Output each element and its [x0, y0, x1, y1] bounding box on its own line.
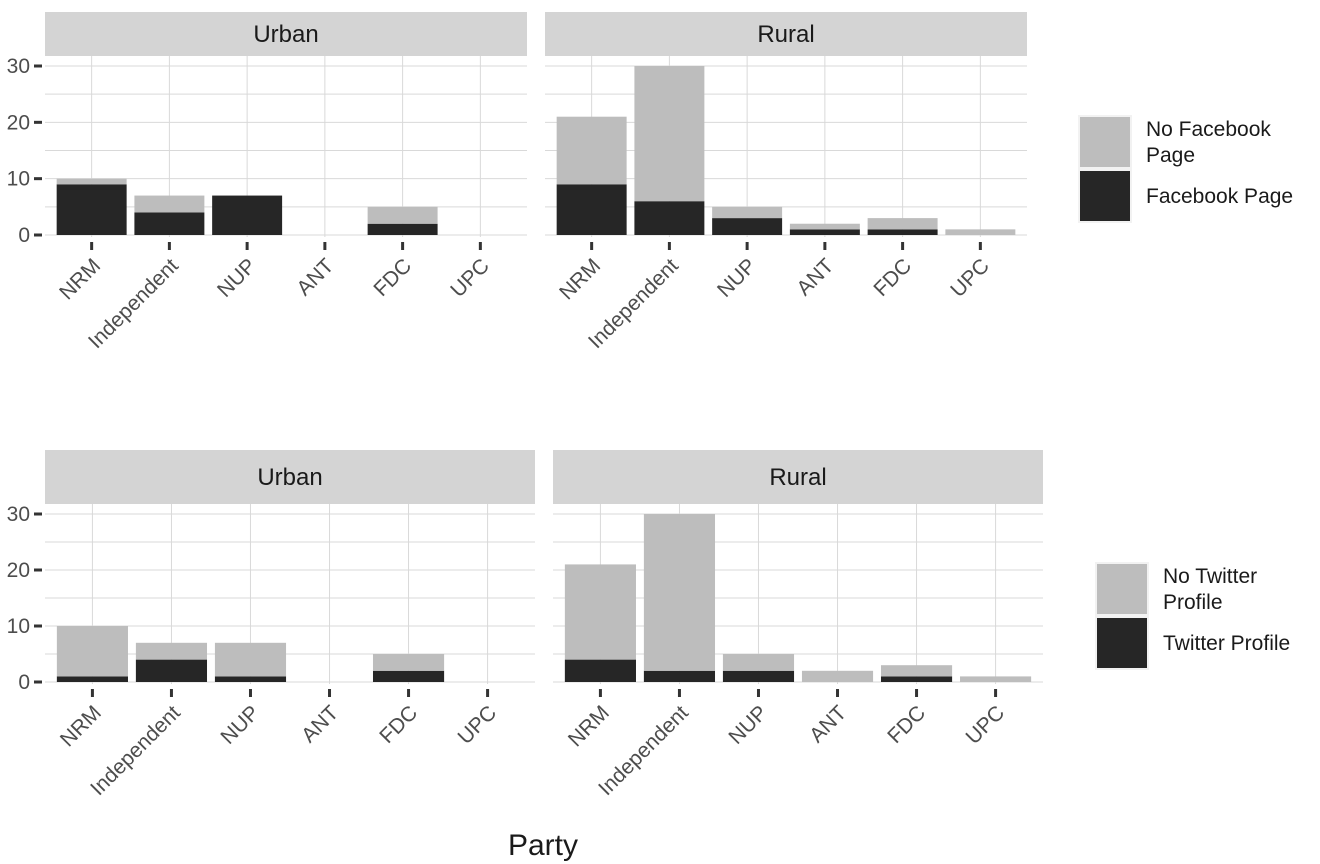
y-tick-label: 20	[7, 559, 30, 582]
bar-segment	[214, 642, 287, 677]
facet-strip	[45, 12, 527, 56]
bar-segment	[367, 223, 438, 235]
legend-label: No Twitter	[1163, 565, 1257, 588]
x-tick-label: NUP	[713, 254, 761, 302]
x-tick-label: FDC	[369, 254, 416, 301]
bar-segment	[789, 223, 860, 230]
x-tick-label: NRM	[555, 254, 605, 304]
bar-segment	[722, 670, 795, 682]
legend: No Facebook Page Facebook Page	[1078, 115, 1293, 223]
bar-segment	[564, 564, 636, 660]
x-axis-label: Party	[508, 829, 578, 862]
bar-segment	[960, 676, 1032, 682]
x-tick-label: NUP	[724, 701, 772, 749]
legend: No Twitter Profile Twitter Profile	[1095, 562, 1290, 670]
x-tick-label: UPC	[946, 254, 994, 302]
x-tick-label: NUP	[213, 254, 261, 302]
x-tick-label: ANT	[292, 254, 338, 300]
bar-segment	[56, 626, 128, 677]
x-tick-label: ANT	[297, 701, 343, 747]
facet-title: Urban	[253, 21, 318, 48]
y-tick-label: 0	[18, 671, 30, 694]
facet-strip	[545, 12, 1027, 56]
bar-segment	[712, 206, 783, 219]
facet-title: Rural	[769, 464, 826, 491]
x-tick-label: NRM	[55, 254, 105, 304]
bar-segment	[56, 676, 128, 682]
legend-label: Facebook Page	[1146, 185, 1293, 208]
bar-segment	[212, 195, 283, 235]
bar-segment	[556, 184, 627, 235]
y-tick-label: 10	[7, 615, 30, 638]
facet-strip	[45, 450, 535, 504]
bar-segment	[135, 642, 208, 660]
bar-segment	[634, 66, 705, 202]
legend-swatch	[1080, 171, 1130, 221]
x-tick-label: ANT	[805, 701, 851, 747]
bar-segment	[712, 218, 783, 235]
x-tick-label: UPC	[446, 254, 494, 302]
bar-segment	[56, 178, 127, 185]
legend-label: Profile	[1163, 591, 1223, 614]
bar-segment	[867, 229, 938, 235]
x-tick-label: NRM	[56, 701, 106, 751]
bar-segment	[880, 676, 953, 682]
facet-title: Urban	[257, 464, 322, 491]
y-tick-label: 30	[7, 55, 30, 78]
bar-segment	[214, 676, 287, 682]
bar-segment	[556, 116, 627, 185]
facet-title: Rural	[757, 21, 814, 48]
legend-swatch	[1097, 564, 1147, 614]
y-tick-label: 10	[7, 168, 30, 191]
bar-segment	[56, 184, 127, 235]
bar-segment	[801, 670, 874, 682]
bar-segment	[880, 665, 953, 677]
bar-segment	[634, 201, 705, 235]
x-tick-label: NRM	[564, 701, 614, 751]
legend-swatch	[1097, 618, 1147, 668]
bar-segment	[867, 218, 938, 230]
bar-segment	[135, 659, 208, 682]
legend-label: Page	[1146, 144, 1195, 167]
bar-segment	[372, 654, 445, 671]
x-tick-label: ANT	[792, 254, 838, 300]
y-tick-label: 30	[7, 503, 30, 526]
legend-label: Twitter Profile	[1163, 632, 1290, 655]
bar-segment	[134, 195, 205, 213]
bar-segment	[367, 206, 438, 224]
x-tick-label: FDC	[883, 701, 930, 748]
bar-segment	[372, 670, 445, 682]
x-tick-label: NUP	[216, 701, 264, 749]
facet-strip	[553, 450, 1043, 504]
bar-segment	[789, 229, 860, 235]
x-tick-label: FDC	[869, 254, 916, 301]
x-tick-label: UPC	[961, 701, 1009, 749]
bar-segment	[564, 659, 636, 682]
x-tick-label: UPC	[453, 701, 501, 749]
bar-segment	[134, 212, 205, 235]
bar-segment	[722, 654, 795, 671]
bar-segment	[643, 670, 716, 682]
legend-label: No Facebook	[1146, 118, 1271, 141]
y-tick-label: 20	[7, 111, 30, 134]
y-tick-label: 0	[18, 224, 30, 247]
legend-swatch	[1080, 117, 1130, 167]
x-tick-label: FDC	[375, 701, 422, 748]
bar-segment	[643, 514, 716, 671]
bar-segment	[945, 229, 1016, 235]
